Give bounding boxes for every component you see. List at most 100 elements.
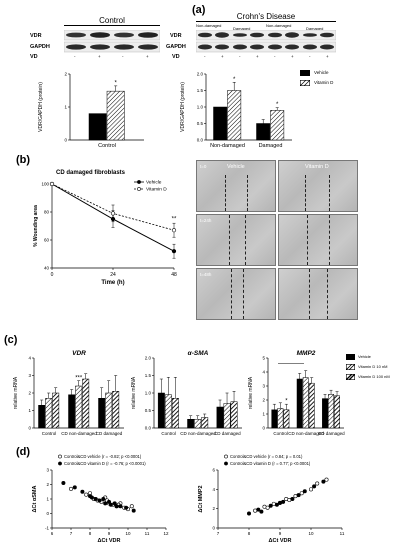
y-axis-label: ΔCt MMP2	[198, 485, 204, 512]
panel-b-letter: (b)	[16, 154, 31, 166]
micro-time-t24: t=24h	[200, 218, 212, 223]
micro-header-vitd: Vitamin D	[305, 164, 329, 170]
bar	[98, 398, 106, 429]
x-tick-label: 7	[217, 531, 220, 536]
bar	[38, 405, 46, 429]
wound-edge	[245, 215, 246, 265]
micro-header-vehicle: Vehicle	[227, 164, 245, 170]
bar	[82, 378, 90, 429]
legend-marker	[58, 454, 62, 459]
y-tick-label: 0.0	[145, 426, 152, 431]
micro-vehicle-t0: t=0 Vehicle	[196, 160, 276, 212]
scatter-point	[265, 505, 270, 510]
wound-edge	[225, 175, 226, 211]
x-tick-label: 9	[279, 531, 282, 536]
bar	[75, 385, 83, 429]
crohn-group-3: Damaged	[306, 26, 324, 31]
crohn-blot-image	[196, 30, 336, 53]
y-tick-label: 60	[44, 238, 50, 243]
significance-mark: *	[115, 80, 118, 86]
legend-c-vd10-swatch	[346, 364, 355, 370]
chart-title: CD damaged fibroblasts	[56, 170, 126, 176]
legend-label: Control&CD vehicle (r = 0.84; p = 0.01)	[230, 454, 303, 459]
blot-label-vd-left: VD	[30, 54, 38, 60]
vd-sign-l0: -	[74, 54, 76, 59]
chart-a-control: 0 1 2 VDR/GAPDH (protein) Control *	[38, 72, 144, 149]
legend-c-vd100: Vitamin D 100 nM	[358, 374, 390, 379]
wound-edge	[327, 269, 328, 319]
y-tick-label: -1	[45, 526, 49, 531]
y-tick-label: 0.5	[145, 408, 152, 413]
x-axis-label: ΔCt VDR	[269, 538, 292, 544]
y-tick-label: 2.0	[197, 72, 204, 77]
x-tick-label: 48	[171, 272, 177, 278]
x-tick-label: 24	[110, 272, 116, 278]
panel-c-letter: (c)	[4, 334, 18, 346]
y-tick-label: 2.0	[145, 356, 152, 361]
significance-mark: ***	[75, 375, 83, 381]
blot-label-gapdh-left: GAPDH	[30, 44, 50, 50]
vd-sign-r1: +	[221, 54, 224, 59]
bar	[302, 377, 309, 429]
scatter-point	[89, 495, 94, 500]
bar	[45, 398, 53, 429]
bar	[112, 391, 120, 429]
bar	[283, 409, 290, 429]
legend-a-vitd: Vitamin D	[314, 80, 334, 85]
bar	[105, 392, 113, 429]
y-tick-label: 2	[28, 391, 31, 396]
scatter-point	[97, 498, 102, 503]
legend-marker	[224, 461, 228, 466]
y-axis-label: ΔCt αSMA	[32, 486, 38, 513]
scatter-point	[93, 496, 98, 501]
significance-mark: **	[172, 216, 177, 222]
bar	[227, 90, 242, 141]
y-tick-label: 1.5	[197, 88, 204, 93]
legend-c-vd100-swatch	[346, 374, 355, 380]
bar	[308, 382, 315, 429]
wound-edge	[307, 215, 308, 265]
bar	[334, 395, 340, 429]
y-tick-label: 1	[64, 105, 67, 110]
scatter-point	[61, 481, 66, 486]
control-header: Control	[64, 16, 160, 26]
legend-a-vitd-swatch	[300, 80, 310, 86]
micro-vitd-t24	[278, 214, 358, 266]
wound-edge	[305, 175, 306, 211]
y-tick-label: 2	[46, 482, 49, 487]
category-label: CD damaged	[214, 431, 241, 436]
legend-marker	[137, 180, 141, 184]
y-tick-label: 0	[28, 426, 31, 431]
y-axis-label: VDR/GAPDH (protein)	[180, 82, 186, 132]
bar	[216, 406, 224, 429]
blot-label-vdr-left: VDR	[30, 33, 42, 39]
scatter-point	[103, 501, 108, 506]
category-label: Control	[161, 431, 176, 436]
x-tick-label: 8	[248, 531, 251, 536]
bar	[277, 408, 284, 429]
significance-mark: *	[276, 102, 279, 108]
y-axis-label: % Wounding area	[33, 205, 39, 247]
wound-edge	[243, 269, 244, 319]
category-label: CD damaged	[96, 431, 123, 436]
x-axis-label: ΔCt VDR	[98, 538, 121, 544]
bar	[164, 394, 172, 429]
micro-time-t48: t=48h	[200, 272, 212, 277]
vd-sign-r6: -	[309, 54, 311, 59]
x-tick-label: 11	[145, 531, 150, 536]
x-tick-label: 9	[108, 531, 111, 536]
legend-label: Vehicle	[146, 180, 162, 186]
crohn-group-1: Damaged	[233, 26, 251, 31]
y-axis-label: relative mRNA	[13, 376, 19, 409]
y-tick-label: 3	[28, 373, 31, 378]
scatter-point	[268, 503, 273, 508]
scatter-point	[246, 511, 251, 516]
bar	[270, 110, 285, 141]
chart-title: MMP2	[297, 350, 316, 357]
category-label: Control	[273, 431, 288, 436]
vd-sign-r4: -	[274, 54, 276, 59]
control-blot-image	[64, 30, 160, 53]
category-label: Non-damaged	[210, 143, 245, 149]
y-tick-label: 3	[46, 468, 49, 473]
legend-label: Control&CD vitamin D (r = -0.76; p <0.00…	[64, 461, 146, 466]
